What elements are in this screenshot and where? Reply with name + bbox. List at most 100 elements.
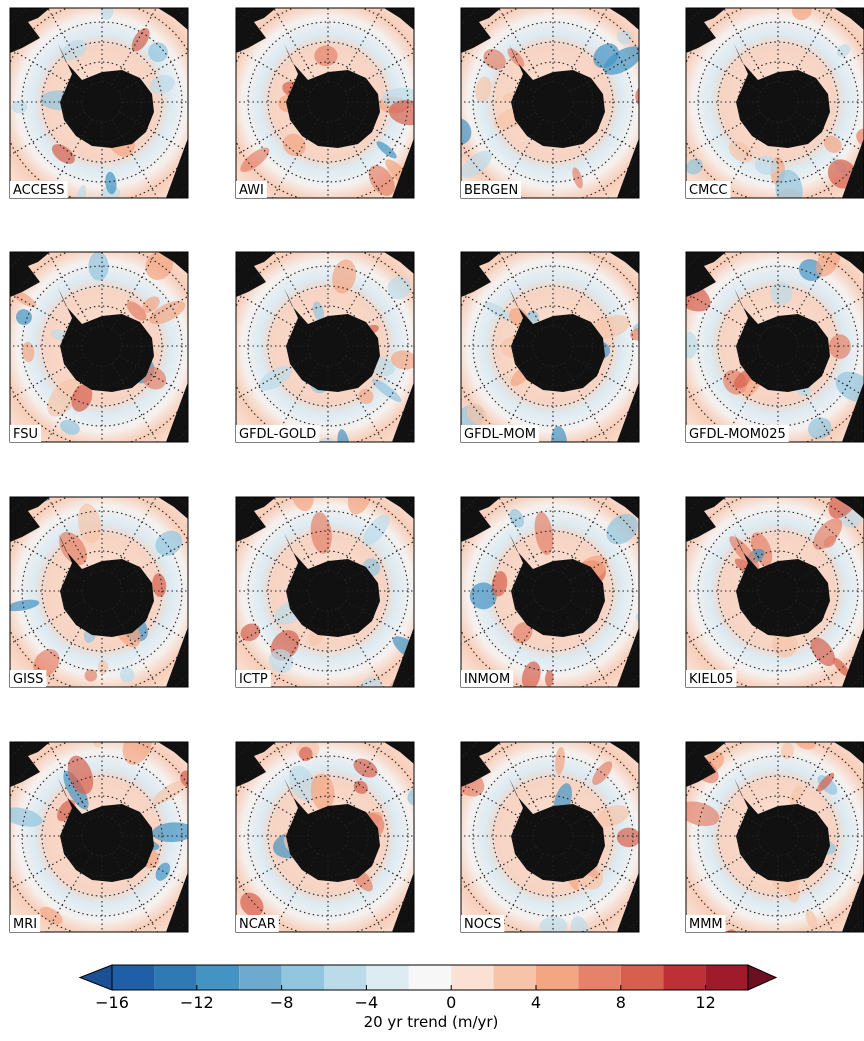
anomaly-patch — [290, 497, 314, 512]
label-bg — [236, 915, 279, 932]
anomaly-patch — [299, 746, 313, 761]
land — [686, 742, 726, 787]
colorbar-tick-label: 8 — [616, 993, 626, 1012]
panel-label: KIEL05 — [689, 672, 733, 687]
graticule-meridian — [10, 292, 85, 337]
panel-label: GFDL-MOM — [464, 427, 536, 442]
anomaly-patch — [353, 780, 368, 794]
anomaly-patch — [240, 892, 264, 917]
graticule-meridian — [10, 600, 85, 645]
graticule-meridian — [686, 537, 761, 582]
graticule-meridian — [119, 111, 188, 153]
graticule-meridian — [570, 51, 639, 93]
anomaly-patch — [461, 118, 472, 145]
graticule-circle — [492, 530, 614, 652]
anomaly-patch — [74, 184, 87, 198]
graticule-meridian — [795, 355, 864, 397]
graticule-meridian — [119, 355, 188, 397]
panel-label: GFDL-MOM025 — [689, 427, 786, 442]
graticule-meridian — [787, 8, 833, 85]
graticule-meridian — [498, 742, 544, 819]
graticule-meridian — [787, 742, 833, 819]
label-bg — [236, 181, 267, 198]
anomaly-patch — [119, 667, 135, 683]
graticule-meridian — [273, 497, 319, 574]
land — [384, 742, 414, 764]
anomaly-patch — [836, 44, 851, 57]
anomaly-patch — [131, 28, 150, 52]
land — [834, 8, 864, 30]
anomaly-patch — [545, 670, 554, 687]
anomaly-patch — [539, 916, 568, 932]
land — [686, 252, 726, 297]
graticule-meridian — [10, 845, 85, 890]
graticule-meridian — [273, 742, 319, 819]
colorbar-segment — [705, 965, 748, 990]
graticule-meridian — [10, 355, 85, 400]
anomaly-patch — [686, 801, 720, 827]
land — [158, 8, 188, 30]
anomaly-patch — [728, 141, 753, 163]
graticule-meridian — [570, 785, 639, 827]
land — [10, 252, 50, 297]
land — [384, 8, 414, 30]
anomaly-patch — [84, 669, 98, 682]
graticule-meridian — [570, 845, 639, 887]
graticule-meridian — [723, 742, 769, 819]
anomaly-patch — [592, 761, 613, 785]
panel-label: GFDL-GOLD — [239, 427, 316, 442]
graticule-meridian — [119, 600, 188, 642]
panel-frame — [685, 496, 864, 688]
graticule-meridian — [795, 540, 864, 582]
panel-label: NCAR — [239, 917, 276, 932]
colorbar-under — [78, 964, 113, 991]
land — [834, 252, 864, 274]
anomaly-patch — [603, 46, 639, 75]
graticule-meridian — [787, 119, 835, 198]
antarctica — [58, 288, 154, 392]
land — [158, 742, 188, 764]
land — [461, 252, 501, 297]
graticule-meridian — [337, 497, 383, 574]
anomaly-patch — [317, 437, 338, 442]
graticule-meridian — [111, 119, 159, 198]
anomaly-patch — [555, 746, 565, 776]
graticule-meridian — [119, 295, 188, 337]
anomaly-patch — [148, 42, 168, 63]
colorbar-segment — [536, 965, 579, 990]
label-bg — [10, 670, 47, 687]
anomaly-patch — [516, 685, 530, 687]
graticule-meridian — [10, 48, 85, 93]
anomaly-patch — [807, 417, 832, 440]
anomaly-patch — [796, 220, 817, 239]
panel-label: INMOM — [464, 672, 510, 687]
map-panel — [686, 8, 864, 198]
panel-frame — [460, 741, 640, 933]
anomaly-patch — [200, 812, 222, 825]
anomaly-patch — [833, 657, 850, 677]
anomaly-patch — [813, 518, 843, 550]
anomaly-patch — [336, 198, 347, 216]
graticule-meridian — [723, 8, 769, 85]
land — [236, 742, 276, 787]
graticule-meridian — [337, 8, 383, 85]
anomaly-patch — [775, 169, 803, 198]
graticule-meridian — [337, 853, 385, 932]
graticule-meridian — [721, 608, 769, 687]
anomaly-patch — [258, 365, 293, 391]
colorbar-segment — [239, 965, 282, 990]
graticule-meridian — [111, 608, 159, 687]
land — [158, 497, 188, 519]
anomaly-patch — [149, 300, 186, 325]
map-panel — [686, 742, 864, 932]
graticule-circle — [737, 550, 819, 632]
graticule-meridian — [721, 853, 769, 932]
anomaly-patch — [11, 290, 37, 308]
antarctica — [58, 778, 154, 882]
panel-frame — [235, 7, 415, 199]
label-bg — [686, 425, 789, 442]
land — [236, 8, 276, 53]
anomaly-patch — [652, 575, 665, 593]
anomaly-patch — [126, 301, 147, 321]
